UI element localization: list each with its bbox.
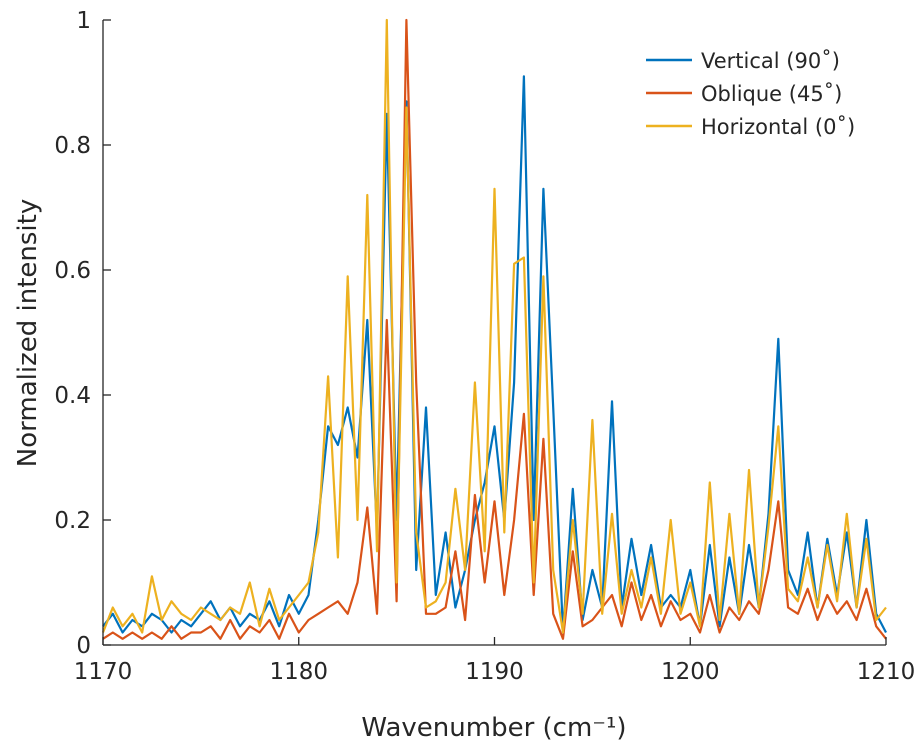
series-line-1 [102,75,887,634]
y-tick-label: 0 [76,633,91,659]
x-tick-label: 1170 [74,659,133,685]
legend-label-3: Horizontal (0˚) [701,115,855,139]
y-tick-label: 0.8 [54,133,91,159]
x-tick-label: 1180 [269,659,328,685]
y-tick-label: 0.6 [54,258,91,284]
y-tick-label: 0.4 [54,383,91,409]
x-tick-label: 1210 [857,659,916,685]
y-tick-label: 0.2 [54,508,91,534]
series-line-3 [101,18,887,634]
y-tick-label: 1 [76,8,91,34]
axes-layer: 1170 1180 1190 1200 1210 0 0.2 0.4 0.6 0.8 1 [54,8,915,685]
x-axis-title: Wavenumber (cm⁻¹) [361,713,626,743]
y-axis-title: Normalized intensity [13,199,43,467]
legend-label-1: Vertical (90˚) [701,49,840,73]
legend: Vertical (90˚) Oblique (45˚) Horizontal (0… [646,49,855,139]
x-tick-label: 1200 [661,659,720,685]
x-tick-label: 1190 [465,659,524,685]
series-layer [101,18,887,640]
legend-label-2: Oblique (45˚) [701,82,842,106]
series-line-2 [102,18,887,640]
